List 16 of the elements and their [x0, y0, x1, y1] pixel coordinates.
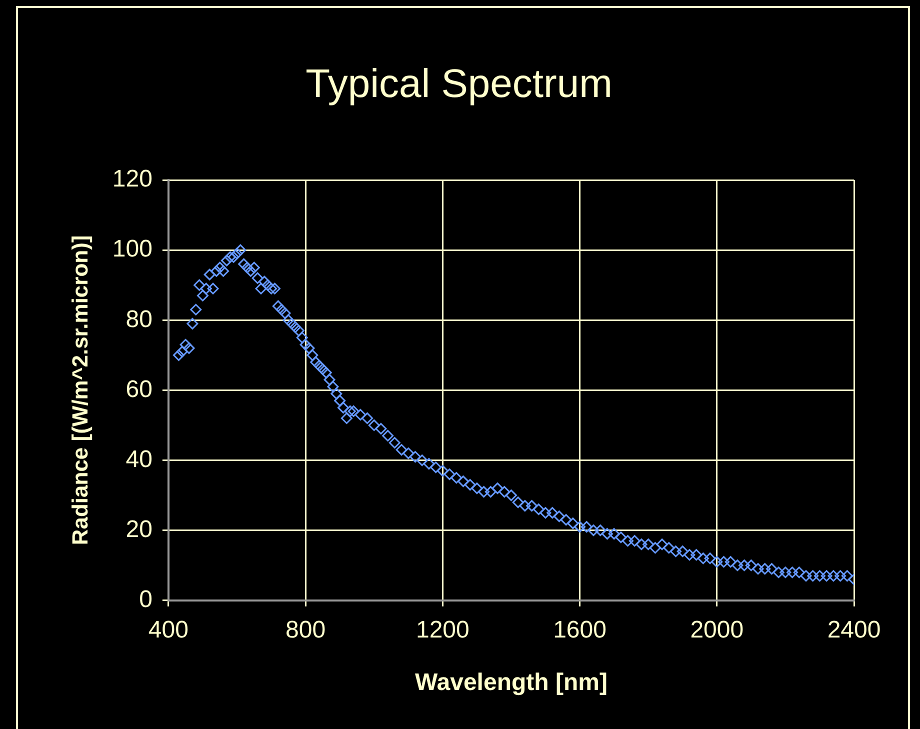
y-tick-label: 80: [126, 306, 152, 333]
x-axis-title: Wavelength [nm]: [414, 669, 608, 696]
chart-title: Typical Spectrum: [306, 62, 612, 106]
y-tick-label: 40: [126, 446, 152, 473]
y-tick-label: 100: [112, 236, 152, 263]
y-tick-label: 0: [139, 586, 152, 614]
x-tick-label: 2000: [690, 616, 744, 644]
y-tick-label: 60: [126, 376, 152, 403]
x-tick-label: 400: [148, 616, 188, 644]
y-axis-title: Radiance [(W/m^2.sr.micron)]: [67, 235, 92, 546]
y-tick-label: 20: [126, 516, 152, 543]
x-tick-label: 800: [286, 616, 326, 644]
x-tick-label: 2400: [827, 616, 881, 644]
x-tick-label: 1600: [553, 616, 606, 644]
y-tick-label: 120: [112, 166, 152, 193]
x-tick-label: 1200: [416, 616, 470, 644]
